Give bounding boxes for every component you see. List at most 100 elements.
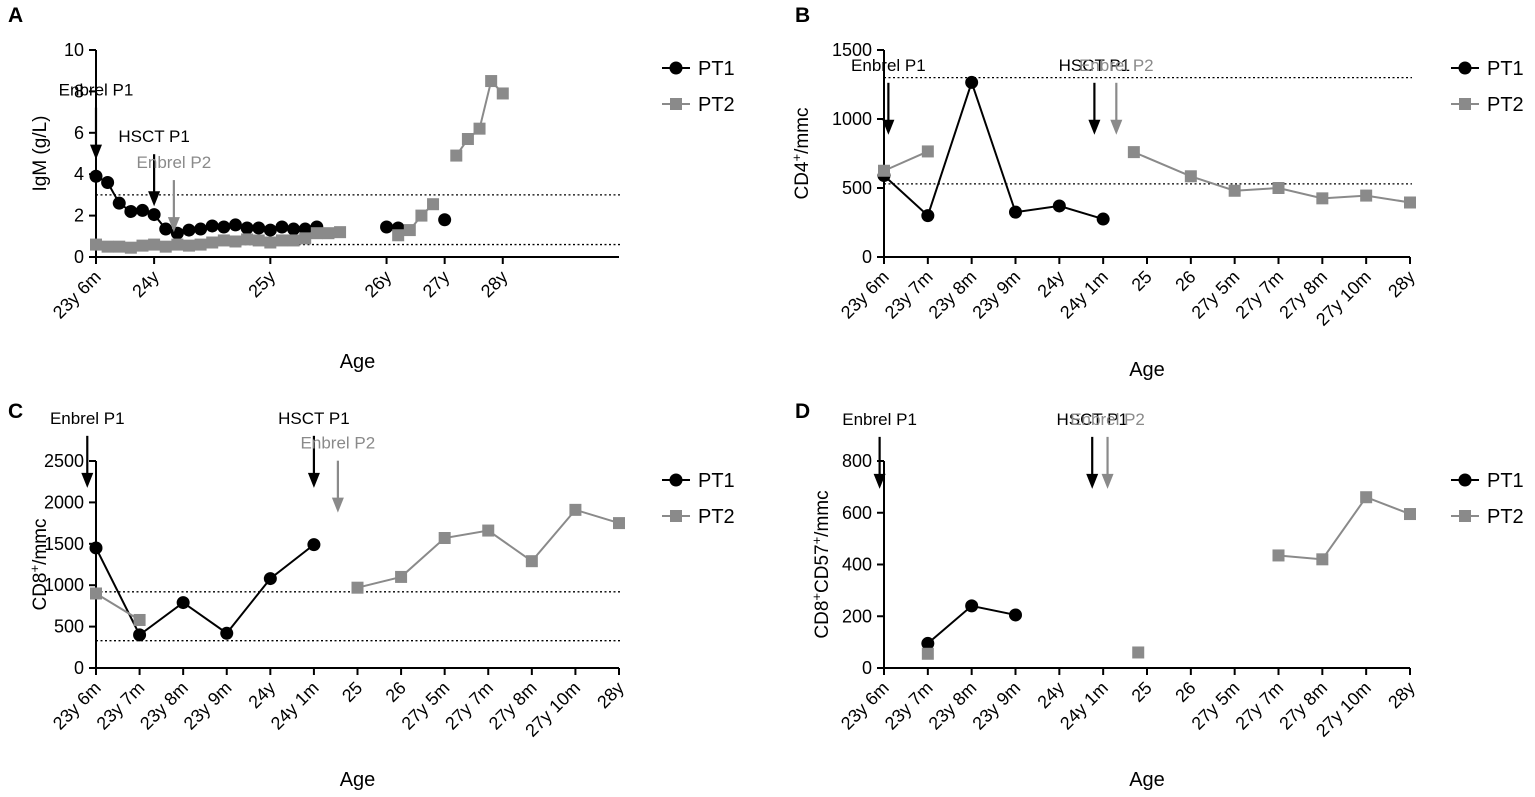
x-tick-label: 24y [1033,267,1068,302]
annotation-arrowhead [873,473,886,489]
annotation-arrowhead [90,144,102,160]
data-point [176,596,190,610]
x-tick-label: 24y 1m [1056,678,1112,734]
x-tick-label: 23y 9m [968,678,1024,734]
x-tick-label: 23y 7m [881,678,937,734]
legend-label: PT2 [1487,506,1524,528]
annotation-arrowhead [1088,119,1101,135]
x-tick-label: 25 [338,678,366,706]
annotation-label: Enbrel P1 [851,56,926,75]
annotation-label: HSCT P1 [278,409,350,428]
data-point [473,122,486,135]
x-tick-label: 26 [382,678,410,706]
data-point [569,503,582,516]
series-pt1 [89,538,321,642]
data-point [252,234,265,247]
data-point [148,238,161,251]
series-line [1278,496,1411,561]
x-tick-label: 23y 6m [837,267,893,323]
data-point [1009,205,1022,219]
y-tick-label: 1000 [44,575,84,595]
data-point [1052,199,1066,213]
annotation-arrowhead [1101,473,1114,489]
data-point [159,240,172,253]
x-tick-label: 26 [1171,678,1199,706]
data-point [334,226,347,239]
data-point [124,241,137,254]
data-point [1228,184,1241,197]
x-tick-label: 23y 9m [180,678,236,734]
panel-letter: B [795,4,810,27]
y-label-part: + [27,565,42,573]
data-point [525,555,538,568]
y-label-part: CD4 [792,161,813,199]
annotation-arrowhead [1086,473,1099,489]
data-point [1404,508,1416,521]
x-tick-label: 23y 9m [968,267,1024,323]
y-tick-label: 0 [74,247,84,267]
legend-label: PT1 [1487,470,1524,492]
legend-marker [1459,98,1471,110]
data-point [287,234,300,247]
data-point [461,133,474,146]
data-point [613,517,625,530]
x-tick-label: 24y [128,267,163,302]
data-point [403,224,416,237]
series-pt1 [89,169,452,240]
annotation-arrowhead [167,217,180,233]
y-label-part: /mmc [792,107,813,153]
data-point [395,570,408,583]
y-label-part: + [809,537,824,545]
legend-label: PT2 [698,94,735,116]
y-tick-label: 800 [842,451,872,471]
data-point [252,221,266,235]
y-label-part: CD8 [812,601,833,639]
y-tick-label: 1500 [44,534,84,554]
data-point [878,164,890,177]
data-point [101,175,115,189]
annotation-arrow: Enbrel P1 [59,81,133,160]
panel-letter: C [8,400,23,423]
data-point [921,145,934,158]
x-tick-label: 25y [244,267,279,302]
data-point [965,75,979,89]
y-tick-label: 200 [842,606,872,626]
x-tick-label: 27y 5m [398,678,454,734]
series-line [95,592,141,621]
y-tick-label: 0 [74,658,84,678]
data-point [217,234,230,247]
x-tick-label: 27y [419,267,454,302]
data-point [1272,182,1285,194]
data-point [206,236,219,249]
annotation-arrowhead [148,191,161,207]
data-point [427,198,440,211]
legend-marker [670,98,682,110]
data-point [438,213,452,227]
y-label-part: + [789,154,804,162]
x-tick-label: 23y 7m [881,267,937,323]
legend-item-pt1: PT1 [1451,58,1524,80]
x-tick-label: 28y [1384,267,1419,302]
series-pt2 [878,145,1416,209]
x-tick-label: 28y [1384,678,1419,713]
data-point [136,239,149,252]
data-point [392,229,405,242]
data-point [1272,549,1285,562]
data-point [101,240,114,253]
data-point [182,223,196,237]
annotation-label: HSCT P1 [118,127,190,146]
data-point [921,647,934,660]
y-label-part: /mmc [30,518,51,564]
annotation-arrowhead [1110,119,1123,135]
legend-marker [1459,510,1471,522]
panel-a: A 0 2 4 6 8 10 23y 6m 24y 25y 26y 27y 28y Age IgM (g/L… [8,4,735,373]
y-label-part: + [809,593,824,601]
x-axis-label: Age [340,351,376,373]
annotation-arrow: Enbrel P2 [301,434,375,513]
x-tick-label: 28y [477,267,512,302]
data-point [112,196,126,210]
data-point [298,222,312,236]
x-axis-label: Age [1129,359,1165,381]
